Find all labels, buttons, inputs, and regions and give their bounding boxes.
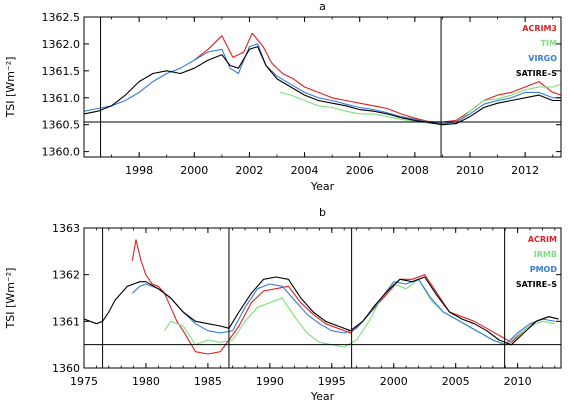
y-tick-label: 1360 bbox=[52, 362, 80, 375]
series-line-acrim3 bbox=[193, 32, 561, 123]
y-tick-label: 1361.0 bbox=[42, 92, 81, 105]
y-tick-label: 1362.0 bbox=[42, 38, 81, 51]
legend-entry: SATIRE–S bbox=[516, 69, 557, 78]
y-tick-label: 1360.5 bbox=[42, 119, 81, 132]
series-group bbox=[84, 32, 561, 126]
series-line-irmb bbox=[164, 278, 555, 348]
y-tick-label: 1361.5 bbox=[42, 65, 81, 78]
x-tick-label: 1990 bbox=[256, 375, 284, 388]
series-line-satire-s bbox=[84, 46, 561, 126]
panel-a: a 1998 2000 2002 2004 2006 2008 2010 2012 1360.0 1… bbox=[4, 0, 562, 193]
x-tick-label: 2000 bbox=[180, 164, 208, 177]
x-tick-label: 2010 bbox=[504, 375, 532, 388]
legend-entry: TIM bbox=[541, 39, 557, 48]
panel-letter: b bbox=[319, 206, 326, 219]
series-line-virgo bbox=[84, 43, 561, 125]
series-line-tim bbox=[279, 83, 561, 126]
y-axis-title: TSI [Wm⁻²] bbox=[4, 57, 17, 119]
x-tick-label: 2010 bbox=[456, 164, 484, 177]
plot-frame bbox=[83, 227, 562, 369]
x-tick-label: 1985 bbox=[194, 375, 222, 388]
y-tick-label: 1361 bbox=[52, 315, 80, 328]
series-line-satire-s bbox=[84, 276, 559, 346]
legend-entry: SATIRE–S bbox=[516, 280, 557, 289]
x-axis-title: Year bbox=[310, 180, 335, 193]
legend-entry: ACRIM bbox=[528, 235, 557, 244]
series-group bbox=[84, 239, 559, 355]
legend-entry: PMOD bbox=[530, 265, 558, 274]
legend-entry: IRMB bbox=[534, 250, 557, 259]
x-tick-label: 2005 bbox=[442, 375, 470, 388]
x-tick-label: 1975 bbox=[70, 375, 98, 388]
plot-frame bbox=[83, 16, 562, 158]
y-tick-label: 1360.0 bbox=[42, 146, 81, 159]
panel-letter: a bbox=[319, 0, 326, 13]
x-tick-label: 2008 bbox=[401, 164, 429, 177]
series-line-pmod bbox=[131, 278, 555, 346]
x-tick-label: 2002 bbox=[235, 164, 263, 177]
x-axis-title: Year bbox=[310, 390, 335, 402]
x-tick-label: 1995 bbox=[318, 375, 346, 388]
y-tick-label: 1363 bbox=[52, 222, 80, 235]
y-axis-title: TSI [Wm⁻²] bbox=[4, 268, 17, 330]
legend-entry: ACRIM3 bbox=[522, 24, 557, 33]
y-tick-label: 1362 bbox=[52, 269, 80, 282]
x-tick-label: 1998 bbox=[125, 164, 153, 177]
x-tick-label: 1980 bbox=[132, 375, 160, 388]
panel-b: b 1975 1980 1985 1990 1995 2000 2005 2010 1360 136… bbox=[4, 206, 562, 402]
x-tick-label: 2006 bbox=[346, 164, 374, 177]
y-tick-label: 1362.5 bbox=[42, 11, 81, 24]
x-tick-label: 2004 bbox=[291, 164, 319, 177]
x-tick-label: 2000 bbox=[380, 375, 408, 388]
series-line-acrim bbox=[131, 239, 559, 355]
legend-entry: VIRGO bbox=[528, 54, 557, 63]
x-tick-label: 2012 bbox=[511, 164, 539, 177]
